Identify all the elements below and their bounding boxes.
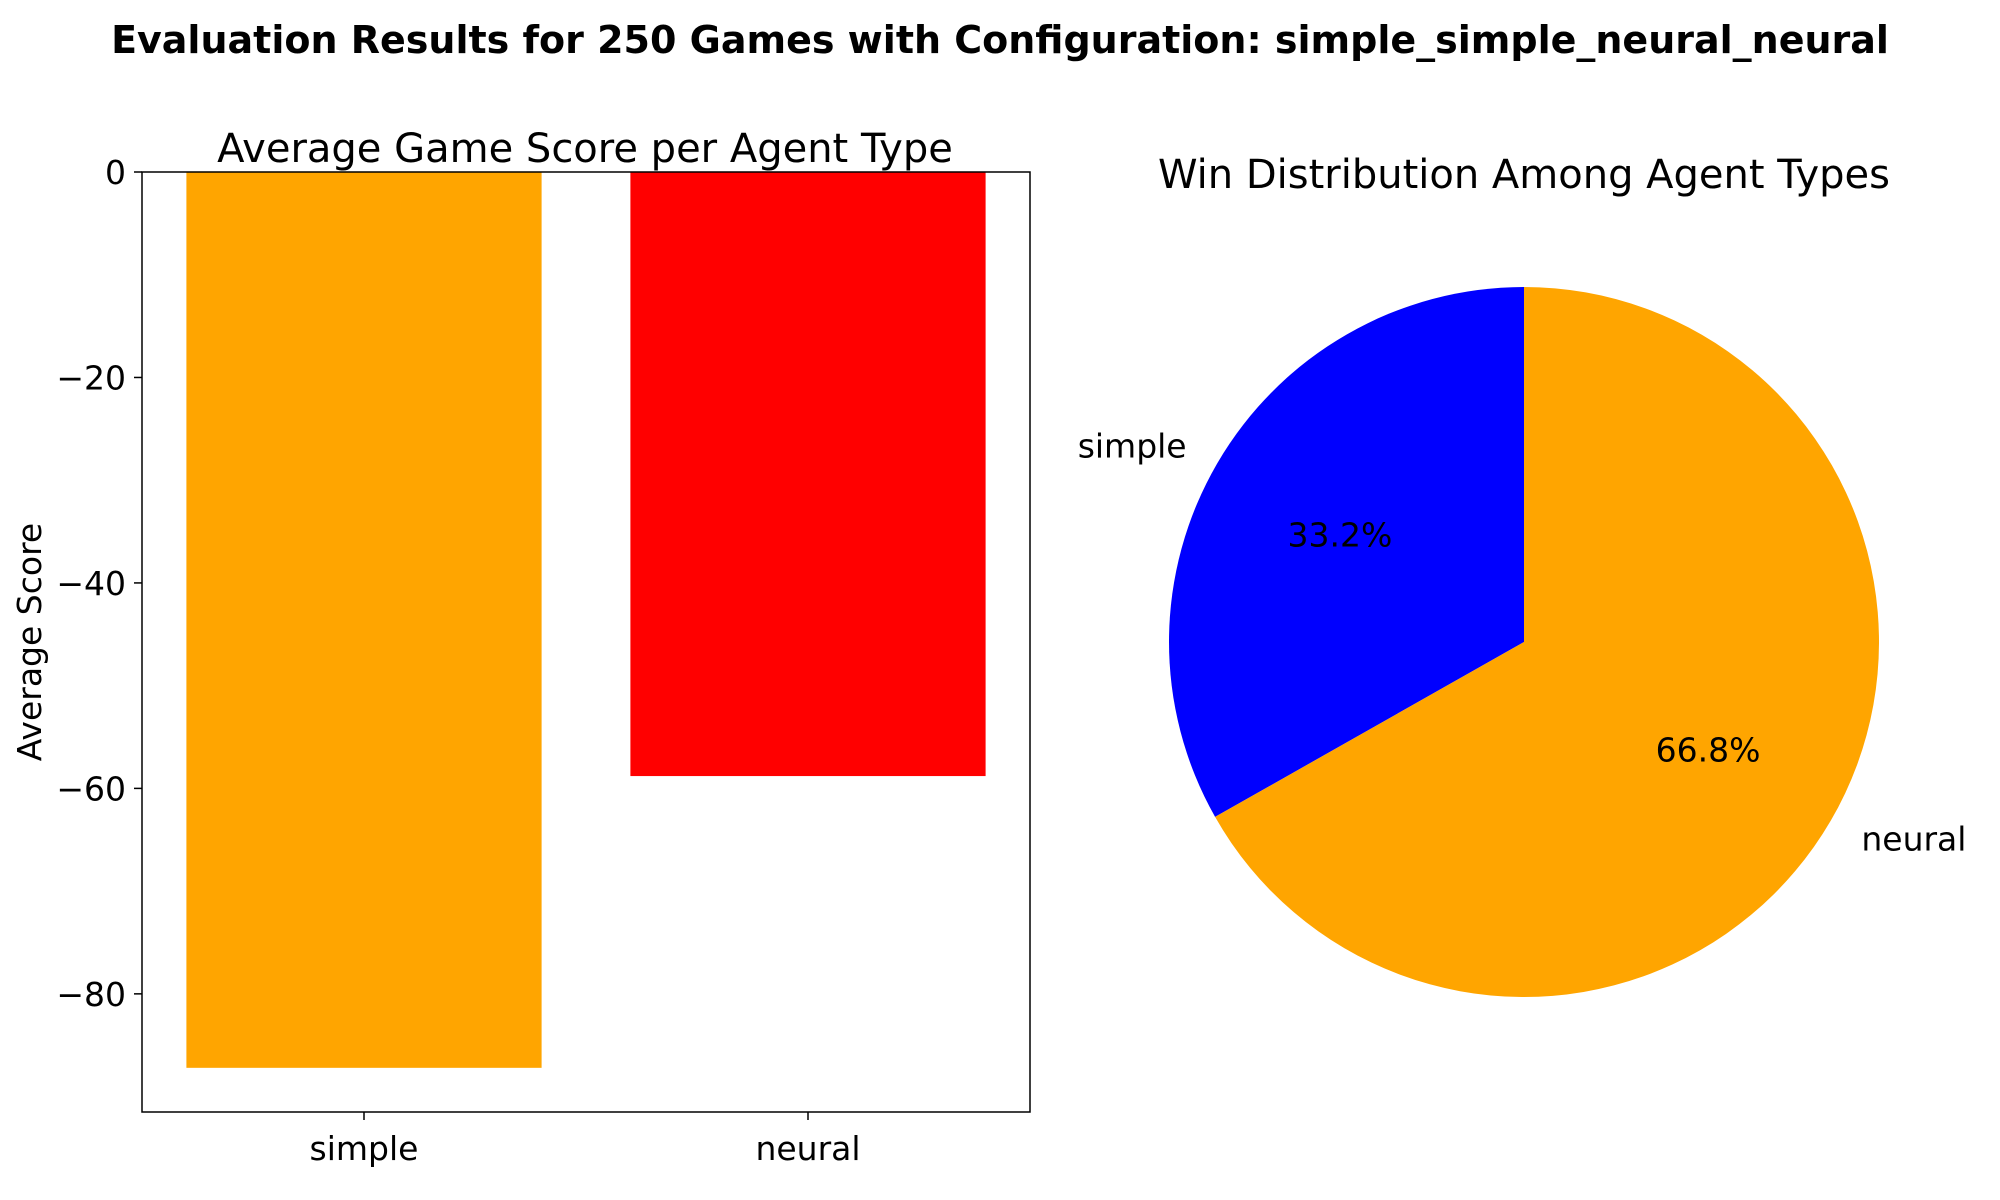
figure-suptitle: Evaluation Results for 250 Games with Co… [111, 18, 1889, 62]
pie-slice-neural [1215, 287, 1879, 997]
x-tick-label: neural [755, 1129, 860, 1168]
pie-percent-neural: 66.8% [1656, 730, 1761, 769]
y-tick-label: −40 [56, 564, 126, 603]
y-tick-label: −20 [56, 358, 126, 397]
bar-chart-title: Average Game Score per Agent Type [217, 126, 953, 172]
bar-neural [630, 172, 986, 777]
bar-y-axis-label: Average Score [10, 523, 49, 761]
pie-group: simple 33.2% neural 66.8% [1078, 287, 1966, 997]
bar-plot-frame [141, 171, 1031, 1113]
bar-y-axis: 0 −20 −40 −60 −80 [56, 153, 142, 1014]
pie-label-simple: simple [1078, 426, 1187, 465]
y-tick-label: 0 [105, 153, 126, 192]
y-tick-label: −80 [56, 975, 126, 1014]
pie-slice-simple [1168, 287, 1524, 817]
pie-percent-simple: 33.2% [1288, 516, 1393, 555]
pie-label-neural: neural [1861, 820, 1966, 859]
x-tick-label: simple [310, 1129, 419, 1168]
bar-simple [186, 172, 542, 1068]
bar-x-axis: simple neural [310, 1112, 861, 1168]
bar-group [186, 172, 986, 1068]
pie-chart-title: Win Distribution Among Agent Types [1158, 152, 1890, 198]
y-tick-label: −60 [56, 769, 126, 808]
